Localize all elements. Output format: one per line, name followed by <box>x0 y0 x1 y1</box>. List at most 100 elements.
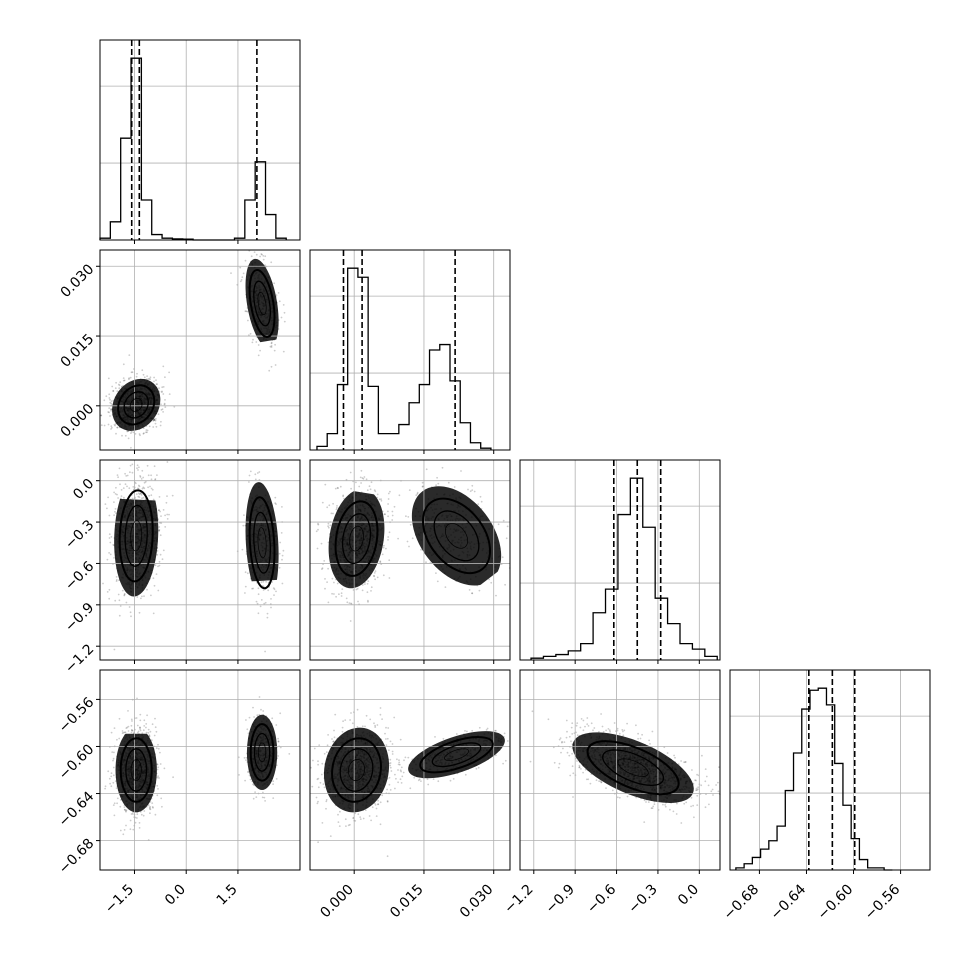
scatter-point <box>146 714 149 717</box>
scatter-point <box>151 752 154 755</box>
scatter-point <box>267 501 269 503</box>
scatter-point <box>119 829 122 832</box>
scatter-point <box>126 402 129 405</box>
scatter-point <box>126 406 128 409</box>
scatter-point <box>256 510 258 513</box>
scatter-point <box>456 541 459 544</box>
scatter-point <box>268 522 271 525</box>
scatter-point <box>155 418 157 420</box>
scatter-point <box>160 409 163 411</box>
scatter-point <box>388 577 391 579</box>
scatter-point <box>280 316 283 319</box>
scatter-point <box>156 553 159 556</box>
scatter-point <box>158 496 161 498</box>
scatter-point <box>116 415 118 418</box>
scatter-point <box>147 411 150 414</box>
scatter-point <box>138 582 141 585</box>
scatter-point <box>136 586 139 588</box>
scatter-point <box>457 510 460 512</box>
scatter-point <box>371 546 374 548</box>
scatter-point <box>119 381 122 384</box>
scatter-point <box>116 390 119 392</box>
scatter-point <box>138 389 141 391</box>
scatter-point <box>128 544 131 547</box>
scatter-point <box>123 829 126 831</box>
scatter-point <box>251 290 254 293</box>
scatter-point <box>136 516 139 518</box>
scatter-point <box>259 507 261 509</box>
scatter-point <box>141 416 144 419</box>
scatter-point <box>275 294 278 296</box>
scatter-point <box>106 591 109 593</box>
scatter-point <box>129 549 131 552</box>
scatter-point <box>244 259 247 262</box>
scatter-point <box>461 523 464 526</box>
scatter-point <box>138 822 141 824</box>
scatter-point <box>361 503 364 506</box>
scatter-point <box>357 491 360 494</box>
scatter-point <box>135 558 138 561</box>
scatter-point <box>128 377 131 380</box>
scatter-point <box>262 302 265 305</box>
scatter-point <box>277 319 280 321</box>
scatter-point <box>150 417 153 420</box>
scatter-point <box>134 536 137 539</box>
scatter-point <box>146 382 149 385</box>
scatter-point <box>260 708 262 711</box>
scatter-point <box>131 497 134 500</box>
scatter-point <box>150 417 153 419</box>
scatter-point <box>382 546 385 549</box>
scatter-point <box>129 611 132 614</box>
scatter-point <box>132 388 134 391</box>
scatter-point <box>261 253 263 256</box>
scatter-point <box>436 580 439 583</box>
scatter-point <box>129 471 131 474</box>
scatter-point <box>152 782 154 785</box>
scatter-point <box>346 568 349 571</box>
scatter-point <box>455 497 457 499</box>
scatter-point <box>117 593 120 596</box>
scatter-point <box>261 545 264 548</box>
scatter-point <box>143 481 146 484</box>
scatter-point <box>135 762 138 765</box>
scatter-point <box>155 379 157 381</box>
scatter-point <box>127 421 130 424</box>
scatter-point <box>416 491 419 494</box>
scatter-point <box>129 760 131 762</box>
scatter-point <box>366 582 369 585</box>
scatter-point <box>254 473 257 476</box>
scatter-point <box>461 550 464 553</box>
scatter-point <box>131 403 134 406</box>
scatter-point <box>255 253 258 256</box>
scatter-point <box>257 354 260 357</box>
scatter-point <box>411 537 414 540</box>
scatter-point <box>355 481 357 484</box>
scatter-point <box>270 346 273 348</box>
scatter-point <box>150 397 153 399</box>
scatter-point <box>131 802 133 805</box>
scatter-point <box>440 525 442 528</box>
scatter-point <box>135 493 138 495</box>
scatter-point <box>143 805 146 808</box>
scatter-point <box>262 509 264 512</box>
scatter-point <box>124 406 127 409</box>
scatter-point <box>455 515 458 518</box>
scatter-point <box>281 582 284 585</box>
scatter-point <box>132 767 134 769</box>
scatter-point <box>476 584 479 587</box>
scatter-point <box>149 527 152 530</box>
scatter-point <box>357 535 360 538</box>
scatter-point <box>357 547 360 549</box>
scatter-point <box>111 751 114 753</box>
scatter-point <box>460 470 462 472</box>
scatter-point <box>365 478 368 481</box>
scatter-point <box>129 504 131 507</box>
scatter-point <box>158 396 160 398</box>
scatter-point <box>359 510 362 513</box>
scatter-point <box>126 474 129 477</box>
scatter-point <box>454 541 456 544</box>
scatter-point <box>471 489 474 491</box>
scatter-point <box>253 509 256 512</box>
scatter-point <box>414 534 417 536</box>
scatter-point <box>264 317 267 319</box>
